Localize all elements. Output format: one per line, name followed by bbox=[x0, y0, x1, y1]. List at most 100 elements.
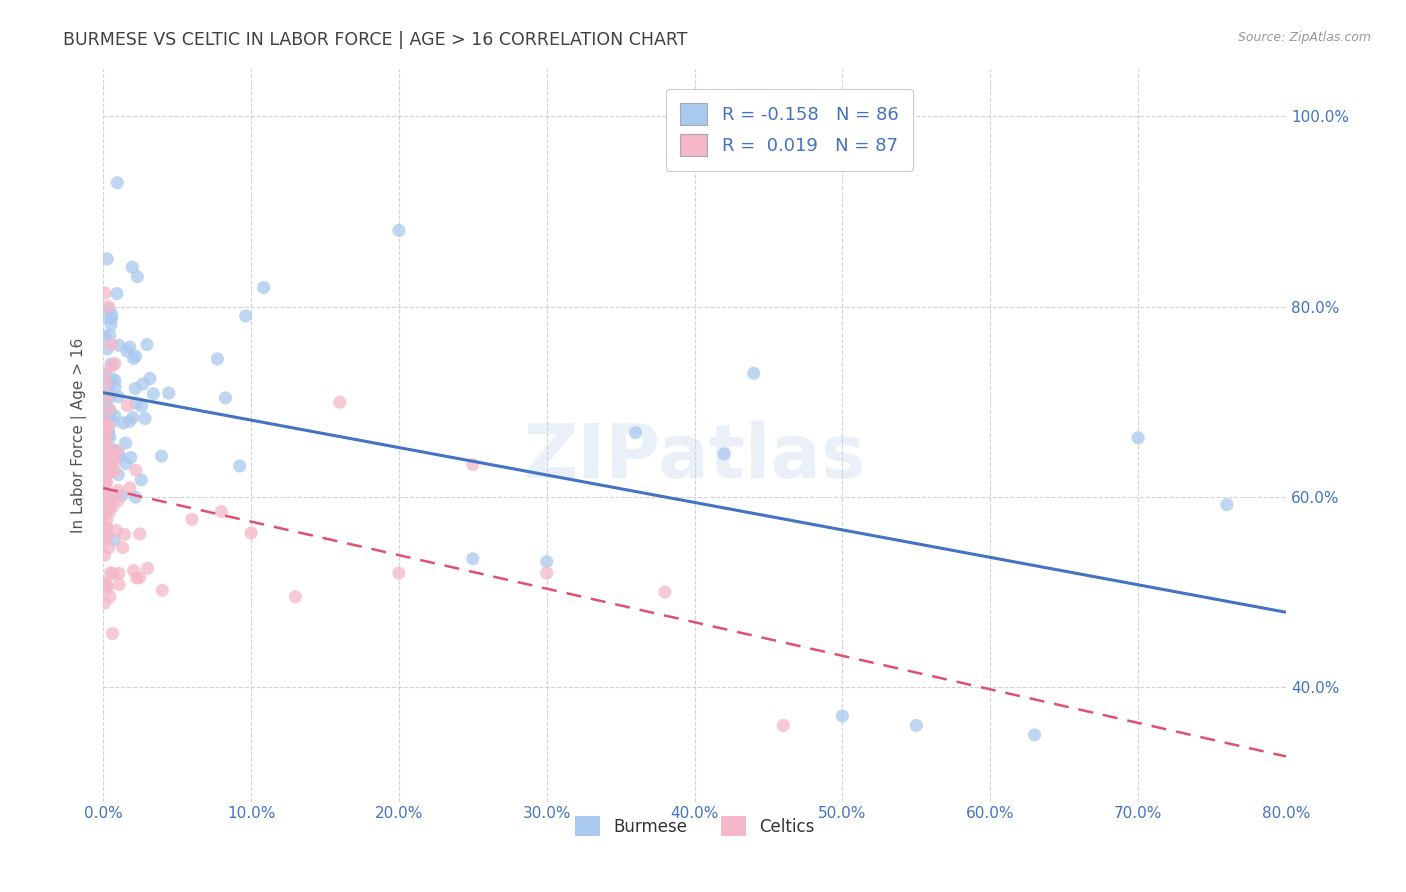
Point bbox=[108, 450, 131, 464]
Point bbox=[124, 382, 146, 396]
Point bbox=[93, 433, 115, 447]
Point bbox=[97, 428, 120, 442]
Point bbox=[98, 496, 121, 510]
Point bbox=[96, 414, 118, 428]
Point bbox=[100, 311, 122, 326]
Point bbox=[98, 328, 121, 343]
Point bbox=[905, 718, 928, 732]
Point bbox=[96, 475, 118, 490]
Point bbox=[98, 458, 121, 473]
Point bbox=[104, 380, 127, 394]
Point bbox=[93, 491, 115, 506]
Point bbox=[93, 409, 115, 424]
Point bbox=[101, 452, 124, 467]
Point bbox=[98, 465, 121, 479]
Point bbox=[98, 500, 121, 514]
Point bbox=[624, 425, 647, 440]
Point bbox=[122, 351, 145, 366]
Point bbox=[107, 483, 129, 498]
Point bbox=[97, 426, 120, 441]
Point bbox=[150, 449, 173, 463]
Point bbox=[96, 458, 118, 473]
Point bbox=[214, 391, 236, 405]
Point bbox=[111, 541, 134, 555]
Point bbox=[461, 458, 484, 472]
Point bbox=[134, 411, 156, 425]
Point bbox=[101, 626, 124, 640]
Point bbox=[142, 386, 165, 401]
Point bbox=[125, 571, 148, 585]
Point bbox=[107, 467, 129, 482]
Point bbox=[96, 376, 118, 390]
Point bbox=[93, 441, 115, 455]
Point bbox=[103, 488, 125, 502]
Point bbox=[97, 467, 120, 481]
Point bbox=[97, 496, 120, 510]
Point bbox=[253, 280, 276, 294]
Point bbox=[104, 409, 127, 423]
Point bbox=[100, 566, 122, 580]
Point bbox=[98, 590, 121, 604]
Point bbox=[1216, 498, 1239, 512]
Point bbox=[129, 473, 152, 487]
Point bbox=[136, 337, 159, 351]
Point bbox=[101, 415, 124, 429]
Point bbox=[128, 570, 150, 584]
Point bbox=[94, 286, 117, 301]
Point bbox=[101, 308, 124, 322]
Point bbox=[96, 581, 118, 595]
Point bbox=[121, 260, 143, 274]
Point bbox=[93, 574, 115, 589]
Point bbox=[93, 443, 115, 458]
Point bbox=[97, 419, 120, 434]
Point bbox=[107, 390, 129, 404]
Point bbox=[93, 366, 115, 380]
Point bbox=[98, 454, 121, 468]
Point bbox=[97, 541, 120, 555]
Point bbox=[96, 427, 118, 442]
Point bbox=[536, 555, 558, 569]
Point bbox=[94, 368, 117, 382]
Point bbox=[96, 424, 118, 438]
Point bbox=[654, 585, 676, 599]
Point bbox=[1024, 728, 1046, 742]
Point bbox=[96, 520, 118, 534]
Point bbox=[461, 552, 484, 566]
Point bbox=[93, 528, 115, 542]
Point bbox=[118, 414, 141, 428]
Point bbox=[98, 411, 121, 425]
Point bbox=[105, 286, 128, 301]
Point bbox=[96, 252, 118, 266]
Point bbox=[101, 500, 124, 514]
Point bbox=[772, 718, 794, 732]
Point bbox=[107, 444, 129, 458]
Point bbox=[94, 475, 117, 489]
Point bbox=[97, 424, 120, 438]
Point bbox=[93, 329, 115, 343]
Point bbox=[107, 446, 129, 460]
Point bbox=[105, 524, 128, 538]
Point bbox=[103, 444, 125, 458]
Point bbox=[107, 493, 129, 508]
Point bbox=[124, 490, 146, 504]
Point bbox=[97, 381, 120, 395]
Text: BURMESE VS CELTIC IN LABOR FORCE | AGE > 16 CORRELATION CHART: BURMESE VS CELTIC IN LABOR FORCE | AGE >… bbox=[63, 31, 688, 49]
Text: Source: ZipAtlas.com: Source: ZipAtlas.com bbox=[1237, 31, 1371, 45]
Point bbox=[96, 529, 118, 543]
Point bbox=[104, 357, 127, 371]
Point bbox=[235, 309, 257, 323]
Point bbox=[536, 566, 558, 580]
Point bbox=[111, 489, 134, 503]
Point bbox=[97, 441, 120, 455]
Point bbox=[93, 508, 115, 522]
Point bbox=[229, 458, 252, 473]
Point bbox=[93, 414, 115, 428]
Point bbox=[207, 351, 229, 366]
Point bbox=[94, 434, 117, 448]
Point bbox=[120, 450, 142, 465]
Point bbox=[100, 318, 122, 332]
Text: ZIPatlas: ZIPatlas bbox=[523, 420, 866, 493]
Point bbox=[98, 404, 121, 418]
Point bbox=[104, 489, 127, 503]
Point bbox=[97, 458, 120, 473]
